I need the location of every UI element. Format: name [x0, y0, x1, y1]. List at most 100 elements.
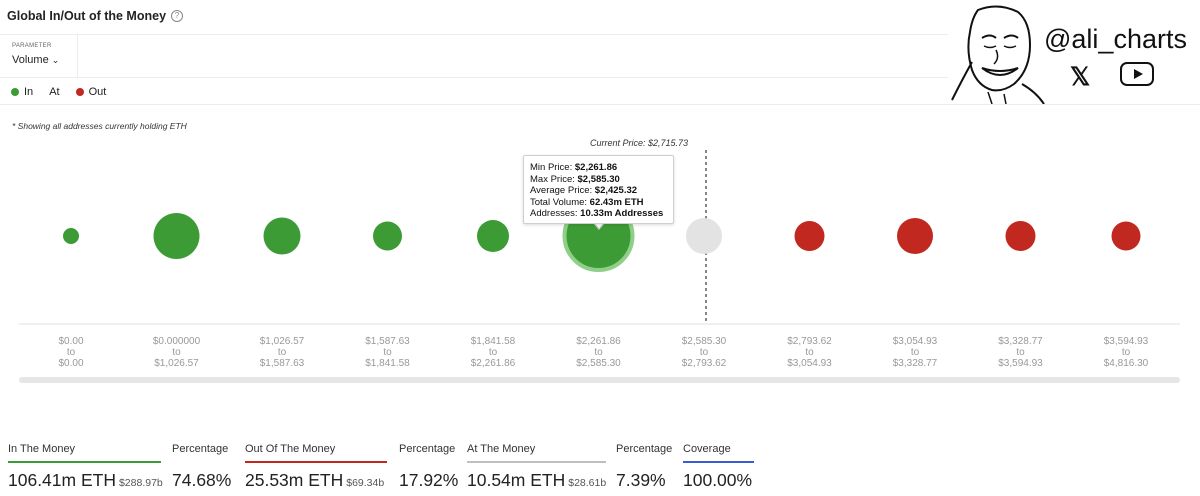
help-icon[interactable]: ?: [171, 10, 184, 22]
page-title: Global In/Out of the Money: [7, 9, 167, 23]
legend-label-out: Out: [88, 86, 107, 98]
summary-subvalue: $28.61b: [568, 477, 607, 489]
bubble-in[interactable]: [153, 213, 200, 259]
summary-item: At The Money 10.54m ETH $28.61b: [467, 443, 606, 491]
summary-subvalue: $69.34b: [346, 477, 385, 489]
parameter-selector[interactable]: PARAMETER Volume ⌄: [12, 43, 59, 66]
summary-label: At The Money: [467, 443, 536, 455]
tick-label: to: [67, 347, 76, 358]
summary-value: 100.00%: [683, 470, 753, 490]
avatar-icon: [951, 5, 1045, 104]
social-handle: @ali_charts: [1044, 24, 1187, 54]
bubble-in[interactable]: [263, 217, 301, 255]
summary-item: Percentage 74.68%: [172, 443, 232, 491]
youtube-icon: [1120, 62, 1154, 86]
bubble-chart: $0.00to$0.00$0.000000to$1,026.57$1,026.5…: [19, 150, 1180, 369]
divider: [0, 34, 950, 35]
bubble-in[interactable]: [373, 221, 402, 251]
summary-item: Percentage 7.39%: [616, 443, 676, 491]
tooltip-min-price: Min Price: $2,261.86: [530, 162, 618, 173]
tick-label: $3,054.93: [893, 336, 938, 347]
divider: [77, 34, 78, 77]
tick-label: $3,594.93: [998, 358, 1043, 369]
tick-label: to: [700, 347, 709, 358]
tick-label: $3,328.77: [998, 336, 1043, 347]
tick-label: $3,328.77: [893, 358, 938, 369]
summary-underline: [616, 461, 676, 463]
bubble-at[interactable]: [686, 218, 722, 254]
bubble-in[interactable]: [477, 220, 509, 252]
bubble-out[interactable]: [1111, 221, 1141, 251]
tick-label: to: [172, 347, 181, 358]
summary-subvalue: $288.97b: [118, 477, 163, 489]
tick-label: $3,594.93: [1104, 336, 1149, 347]
bubble-in[interactable]: [63, 228, 79, 244]
tooltip-addresses: Addresses: 10.33m Addresses: [530, 208, 664, 219]
parameter-label: PARAMETER: [12, 43, 52, 49]
divider: [0, 77, 950, 78]
tick-label: $1,841.58: [365, 358, 410, 369]
tick-label: to: [383, 347, 392, 358]
divider: [0, 104, 1200, 105]
tooltip-total-volume: Total Volume: 62.43m ETH: [530, 196, 644, 208]
tick-label: $2,793.62: [787, 336, 832, 347]
tick-label: $1,587.63: [365, 336, 410, 347]
summary-value: 7.39%: [616, 470, 666, 490]
tooltip-avg-price: Average Price: $2,425.32: [530, 185, 638, 196]
tick-label: to: [594, 347, 603, 358]
bubble-out[interactable]: [1005, 221, 1036, 251]
chevron-down-icon: ⌄: [51, 54, 60, 65]
tick-label: $1,841.58: [471, 336, 516, 347]
legend-label-at: At: [49, 86, 60, 98]
summary-item: In The Money 106.41m ETH $288.97b: [8, 443, 163, 491]
bubble-out[interactable]: [794, 221, 825, 251]
tick-label: $2,261.86: [471, 358, 516, 369]
summary-value: 17.92%: [399, 470, 459, 490]
legend-item-at[interactable]: At: [49, 86, 59, 98]
bubble-out[interactable]: [897, 218, 933, 254]
summary-underline: [683, 461, 754, 463]
parameter-value: Volume: [12, 54, 49, 66]
summary-value: 10.54m ETH $28.61b: [467, 470, 607, 490]
tick-label: $2,585.30: [682, 336, 727, 347]
tick-label: $2,261.86: [576, 336, 621, 347]
legend-item-in[interactable]: In: [11, 86, 33, 98]
summary-label: Coverage: [683, 443, 731, 455]
tick-label: $2,585.30: [576, 358, 621, 369]
green-dot-icon: [11, 88, 19, 96]
tick-label: $2,793.62: [682, 358, 727, 369]
summary-value: 74.68%: [172, 470, 232, 490]
summary-label: Percentage: [399, 443, 456, 455]
summary-underline: [172, 461, 232, 463]
summary-underline: [245, 461, 387, 463]
legend-item-out[interactable]: Out: [75, 86, 107, 98]
tick-label: $1,587.63: [260, 358, 305, 369]
tick-label: $0.000000: [153, 336, 201, 347]
summary-label: Percentage: [616, 443, 673, 455]
summary-item: Coverage 100.00%: [683, 443, 754, 491]
tick-label: to: [278, 347, 287, 358]
tick-label: $1,026.57: [154, 358, 199, 369]
page-title-row: Global In/Out of the Money ?: [7, 9, 184, 23]
tick-label: $4,816.30: [1104, 358, 1149, 369]
tick-label: $1,026.57: [260, 336, 305, 347]
tooltip-max-price: Max Price: $2,585.30: [530, 173, 620, 185]
parameter-dropdown[interactable]: Volume ⌄: [12, 54, 59, 66]
tick-label: $0.00: [58, 336, 83, 347]
horizontal-scrollbar[interactable]: [19, 377, 1180, 383]
tick-label: to: [911, 347, 920, 358]
summary-label: In The Money: [8, 443, 76, 455]
legend: In At Out: [11, 86, 122, 98]
holdings-note: * Showing all addresses currently holdin…: [12, 121, 187, 131]
tick-label: $3,054.93: [787, 358, 832, 369]
red-dot-icon: [75, 88, 84, 96]
tick-label: to: [805, 347, 814, 358]
current-price-label: Current Price: $2,715.73: [590, 138, 689, 148]
tick-label: to: [1122, 347, 1131, 358]
x-icon: 𝕏: [1070, 63, 1091, 91]
summary-label: Out Of The Money: [245, 443, 336, 455]
tick-label: $0.00: [58, 358, 83, 369]
summary-underline: [467, 461, 606, 463]
summary-underline: [8, 461, 161, 463]
summary-underline: [399, 461, 456, 463]
